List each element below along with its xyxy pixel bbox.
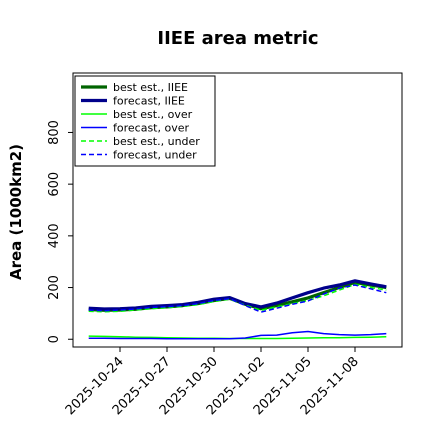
plot-frame	[72, 72, 403, 348]
y-tick-label-2: 200	[47, 275, 62, 300]
chart-title: IIEE area metric	[157, 28, 318, 49]
legend-label-4: forecast, over	[113, 122, 189, 135]
plot-area	[88, 279, 387, 340]
legend-label-6: forecast, under	[113, 149, 197, 162]
series-line-6	[88, 284, 387, 313]
legend-label-5: best est., under	[113, 135, 200, 148]
y-tick-label-5: 800	[47, 120, 62, 145]
legend-label-1: best est., IIEE	[113, 81, 188, 94]
legend-label-2: forecast, IIEE	[113, 95, 185, 108]
y-axis-label: Area (1000km2)	[7, 144, 25, 280]
y-tick-label-4: 600	[47, 172, 62, 197]
y-tick-label-1: 0	[47, 335, 62, 343]
legend-label-3: best est., over	[113, 108, 193, 121]
series-line-4	[88, 330, 387, 340]
legend-box	[74, 75, 216, 167]
series-line-1	[88, 280, 387, 312]
y-tick-label-3: 400	[47, 223, 62, 248]
series-line-2	[88, 279, 387, 311]
series-line-5	[88, 283, 387, 313]
